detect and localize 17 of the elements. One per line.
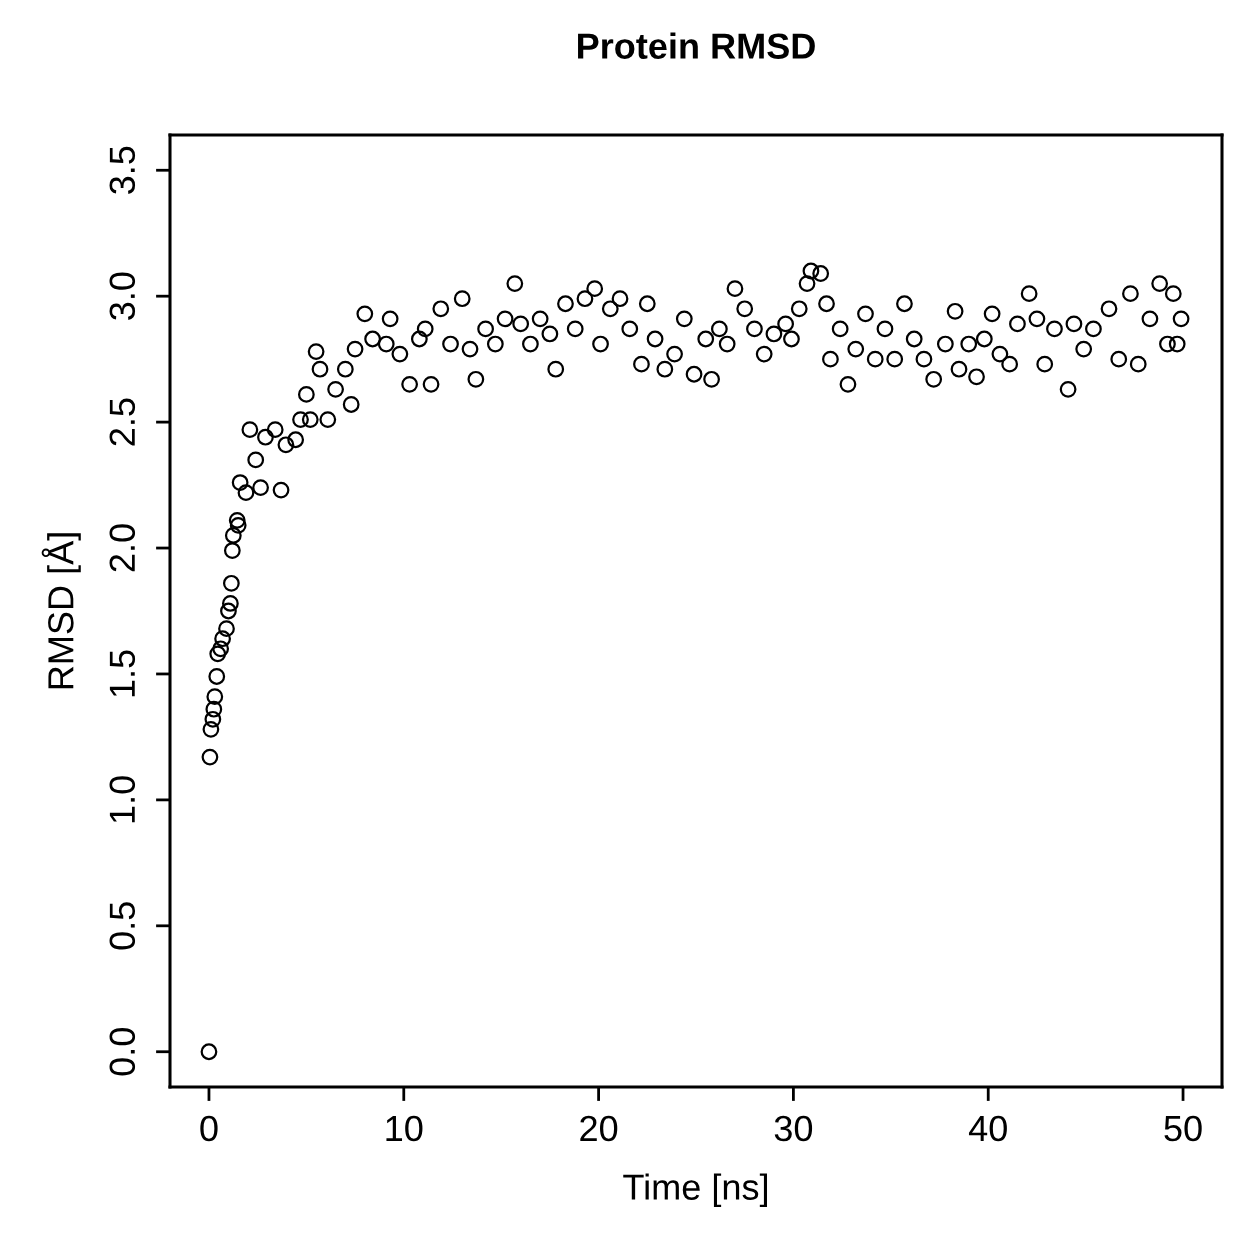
y-tick-label: 1.0 xyxy=(109,776,136,823)
y-tick-label: 3.5 xyxy=(109,146,136,194)
x-axis-title: Time [ns] xyxy=(623,1173,767,1208)
x-tick-label: 20 xyxy=(580,1115,618,1142)
y-tick-label: 2.0 xyxy=(109,524,136,572)
y-tick-label: 0.5 xyxy=(109,902,136,950)
y-axis-title: RMSD [Å] xyxy=(41,533,81,689)
chart-title: Protein RMSD xyxy=(578,32,815,59)
x-tick-label: 30 xyxy=(774,1115,813,1142)
x-tick-label: 50 xyxy=(1164,1115,1202,1142)
x-tick-label: 0 xyxy=(200,1115,218,1142)
y-tick-label: 0.0 xyxy=(109,1028,136,1076)
y-tick-label: 2.5 xyxy=(109,398,136,446)
x-tick-label: 40 xyxy=(968,1115,1007,1142)
y-tick-label: 1.5 xyxy=(109,650,136,697)
y-tick-label: 3.0 xyxy=(109,272,136,320)
x-tick-label: 10 xyxy=(386,1115,423,1142)
